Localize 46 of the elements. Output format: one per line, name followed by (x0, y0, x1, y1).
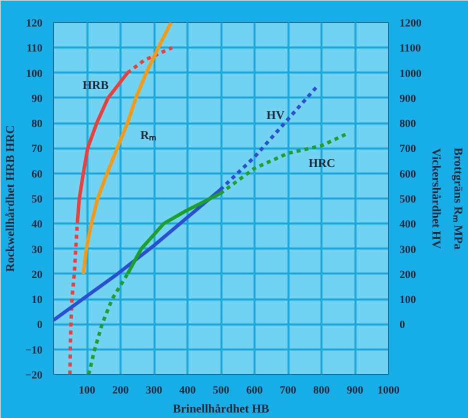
x-tick-label: 1000 (378, 384, 400, 396)
y2-tick-label: 800 (400, 118, 416, 130)
x-tick-label: 300 (146, 384, 163, 396)
y-tick-label: 0 (37, 319, 43, 332)
x-tick-label: 400 (179, 384, 196, 396)
y2-tick-label: 500 (400, 194, 416, 206)
x-tick-label: 100 (78, 384, 96, 396)
y2-tick-label: 0 (400, 319, 406, 332)
series-label: HV (266, 108, 285, 122)
y2-tick-label: 1200 (400, 18, 422, 30)
y-tick-label: 80 (32, 118, 43, 130)
y2-tick-label: 600 (400, 168, 416, 180)
y-tick-label: 70 (32, 143, 43, 156)
x-axis-title: Brinellhårdhet HB (172, 402, 270, 416)
y2-tick-label: 300 (400, 244, 416, 256)
y2-tick-label: 1000 (400, 68, 422, 80)
x-tick-label: 200 (112, 384, 130, 396)
y2-tick-label: 700 (400, 143, 416, 156)
y2-tick-label: 200 (400, 268, 416, 281)
y-tick-label: 40 (32, 218, 43, 231)
y-tick-label: 120 (26, 18, 43, 30)
y-tick-label: 10 (32, 294, 43, 306)
y-tick-label: 20 (32, 268, 43, 281)
y-tick-label: 60 (32, 168, 43, 180)
y-tick-label: 100 (26, 68, 43, 80)
y-axis-title: Rockwellhårdhet HRB HRC (3, 125, 18, 272)
y-tick-label: 110 (26, 42, 43, 55)
y-tick-label: −10 (25, 344, 43, 356)
y2-axis-title: Vickershårdhet HV Brottgräns Rₘ MPa (430, 147, 466, 250)
x-tick-label: 700 (280, 384, 297, 396)
x-tick-label: 800 (313, 384, 330, 396)
x-tick-label: 600 (246, 384, 264, 396)
line-series (82, 22, 173, 276)
x-tick-label: 900 (346, 384, 364, 396)
x-tick-label: 500 (212, 384, 230, 396)
y2-tick-label: 900 (400, 92, 416, 105)
y2-tick-label: 1100 (400, 42, 422, 55)
y2-tick-label: 100 (400, 294, 416, 306)
y2-tick-label: 400 (400, 218, 416, 231)
series-label: Rₘ (140, 128, 156, 142)
series-label: HRC (308, 156, 336, 170)
y-tick-label: 90 (32, 92, 43, 105)
y-tick-label: 30 (32, 244, 43, 256)
series-label: HRB (82, 78, 109, 92)
y-tick-label: −20 (25, 370, 43, 382)
y-tick-label: 50 (32, 194, 43, 206)
